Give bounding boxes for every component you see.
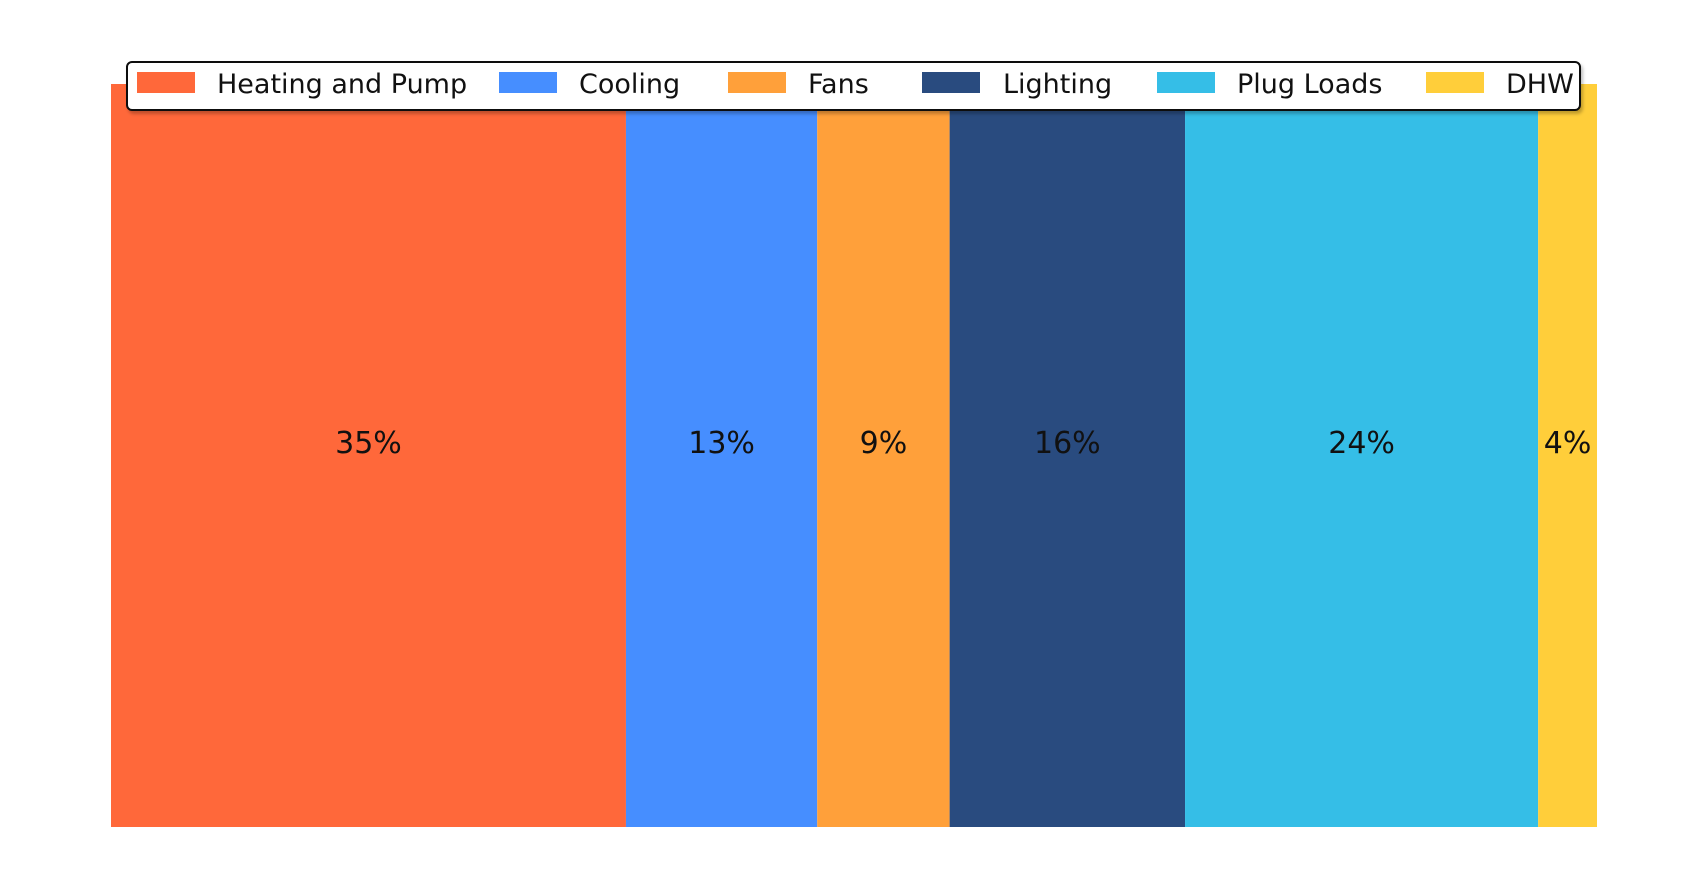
legend-label-fans: Fans (808, 69, 869, 100)
legend-frame (126, 61, 1581, 111)
bar-segment-heating-and-pump (111, 84, 626, 827)
bar-segments (111, 84, 1597, 827)
legend-label-cooling: Cooling (579, 69, 680, 100)
legend-label-plug-loads: Plug Loads (1237, 69, 1382, 100)
legend-swatch-heating-and-pump (137, 72, 195, 93)
segment-labels: 35% 13% 9% 16% 24% 4% (335, 426, 1591, 461)
legend-label-heating-and-pump: Heating and Pump (217, 69, 467, 100)
segment-label-dhw: 4% (1544, 426, 1592, 461)
segment-label-fans: 9% (860, 426, 908, 461)
segment-label-cooling: 13% (688, 426, 755, 461)
legend-swatch-fans (728, 72, 786, 93)
legend-swatch-plug-loads (1157, 72, 1215, 93)
legend-swatch-lighting (922, 72, 980, 93)
bar-segment-dhw (1538, 84, 1597, 827)
legend-items: Heating and Pump Cooling Fans Lighting Plug … (137, 69, 1574, 100)
bar-segment-plug-loads (1185, 84, 1539, 827)
bar-segment-fans (817, 84, 950, 827)
segment-label-plug-loads: 24% (1328, 426, 1395, 461)
legend-swatch-dhw (1426, 72, 1484, 93)
segment-label-heating-and-pump: 35% (335, 426, 402, 461)
bar-segment-cooling (625, 84, 818, 827)
legend: Heating and Pump Cooling Fans Lighting Plug … (126, 61, 1581, 111)
bar-segment-lighting (949, 84, 1186, 827)
legend-swatch-cooling (499, 72, 557, 93)
legend-label-lighting: Lighting (1003, 69, 1112, 100)
segment-label-lighting: 16% (1034, 426, 1101, 461)
legend-label-dhw: DHW (1506, 69, 1574, 100)
